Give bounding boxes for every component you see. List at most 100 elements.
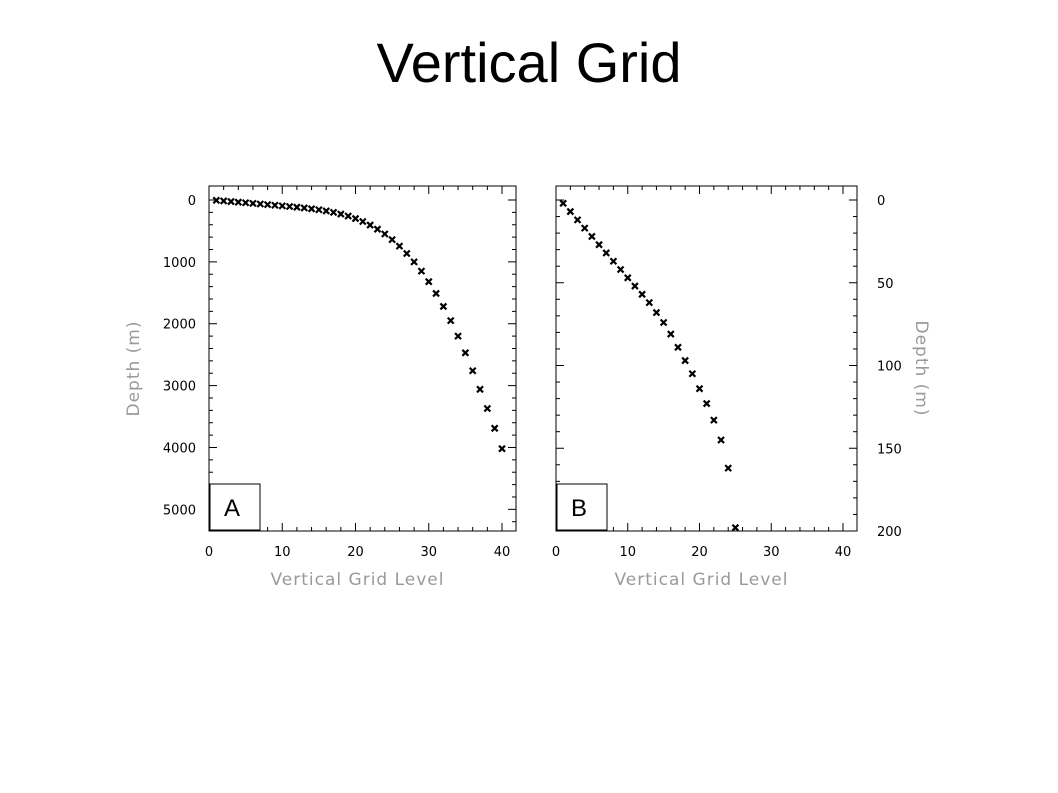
y-tick-label: 200 bbox=[877, 525, 902, 540]
data-point bbox=[227, 197, 235, 206]
data-point bbox=[344, 212, 352, 220]
data-point bbox=[724, 464, 732, 472]
data-point bbox=[373, 225, 382, 233]
y-tick-label: 5000 bbox=[163, 503, 196, 518]
data-point bbox=[329, 208, 338, 217]
data-point bbox=[616, 265, 625, 274]
x-tick-label: 40 bbox=[494, 545, 511, 560]
data-point bbox=[652, 308, 661, 317]
data-point bbox=[234, 198, 243, 206]
data-point bbox=[573, 216, 582, 224]
data-point bbox=[468, 366, 477, 375]
data-point bbox=[566, 207, 575, 216]
data-point bbox=[483, 404, 492, 413]
data-point bbox=[595, 240, 603, 249]
data-point bbox=[241, 199, 250, 207]
data-point bbox=[388, 235, 396, 244]
data-point bbox=[424, 277, 433, 286]
data-point bbox=[359, 217, 367, 226]
panel-label: B bbox=[571, 495, 587, 522]
y-axis-title: Depth (m) bbox=[124, 320, 144, 416]
data-point bbox=[293, 203, 301, 211]
x-axis-title: Vertical Grid Level bbox=[615, 570, 789, 590]
data-point bbox=[498, 444, 506, 453]
panel-label-box bbox=[209, 483, 261, 531]
data-point bbox=[490, 424, 499, 433]
data-point bbox=[559, 199, 567, 208]
data-point bbox=[688, 369, 697, 378]
data-point bbox=[410, 258, 418, 266]
y-tick-label: 0 bbox=[188, 194, 196, 209]
data-point bbox=[461, 349, 470, 357]
data-point bbox=[454, 332, 462, 340]
data-point bbox=[249, 199, 257, 208]
data-point bbox=[645, 298, 654, 307]
data-point bbox=[609, 257, 618, 266]
data-point bbox=[695, 384, 704, 393]
data-point bbox=[476, 385, 484, 394]
y-tick-label: 4000 bbox=[163, 441, 196, 456]
x-tick-label: 10 bbox=[274, 545, 291, 560]
x-tick-label: 0 bbox=[205, 545, 213, 560]
data-point bbox=[580, 224, 589, 232]
y-tick-label: 3000 bbox=[163, 380, 196, 395]
data-point bbox=[731, 523, 740, 532]
data-point bbox=[631, 282, 639, 290]
data-point bbox=[278, 202, 287, 210]
panel-a: 0 10 20 30 40 0 1000 2000 3000 4000 5000 Vertical G… bbox=[124, 185, 517, 590]
y-tick-label: 2000 bbox=[163, 318, 196, 333]
data-point bbox=[315, 205, 323, 214]
data-point bbox=[366, 221, 374, 229]
x-tick-label: 30 bbox=[763, 545, 780, 560]
data-point bbox=[667, 330, 675, 338]
slide-title: Vertical Grid bbox=[376, 31, 682, 94]
x-tick-label: 10 bbox=[619, 545, 636, 560]
x-tick-label: 20 bbox=[347, 545, 364, 560]
data-point bbox=[417, 267, 426, 275]
y-tick-label: 100 bbox=[877, 360, 902, 375]
data-point bbox=[710, 416, 718, 424]
data-point bbox=[638, 290, 646, 299]
data-point bbox=[256, 200, 265, 208]
data-point bbox=[307, 205, 316, 213]
y-axis-title: Depth (m) bbox=[911, 320, 931, 416]
y-tick-label: 0 bbox=[877, 194, 885, 209]
data-point bbox=[623, 274, 632, 282]
data-point bbox=[300, 204, 309, 212]
data-point bbox=[351, 214, 360, 223]
data-point bbox=[681, 356, 689, 365]
y-tick-label: 50 bbox=[877, 277, 894, 292]
data-point bbox=[337, 210, 345, 218]
x-axis-title: Vertical Grid Level bbox=[271, 570, 445, 590]
data-point bbox=[432, 289, 440, 298]
x-tick-label: 40 bbox=[835, 545, 852, 560]
data-point bbox=[263, 200, 272, 209]
data-point bbox=[717, 436, 725, 444]
data-point bbox=[285, 202, 294, 211]
plot-frame bbox=[208, 185, 517, 532]
data-point bbox=[322, 207, 330, 215]
y-tick-label: 150 bbox=[877, 442, 902, 457]
plot-frame bbox=[555, 185, 858, 532]
panel-label: A bbox=[224, 495, 240, 522]
data-point bbox=[659, 318, 668, 327]
data-point bbox=[588, 232, 596, 241]
x-tick-label: 20 bbox=[691, 545, 708, 560]
data-point bbox=[402, 249, 411, 258]
data-point bbox=[212, 196, 221, 205]
data-point bbox=[674, 343, 682, 352]
x-tick-label: 0 bbox=[552, 545, 560, 560]
data-point bbox=[702, 399, 711, 408]
data-point bbox=[439, 302, 448, 311]
data-point bbox=[446, 316, 455, 325]
data-point bbox=[602, 249, 611, 257]
data-point bbox=[271, 201, 279, 210]
y-tick-label: 1000 bbox=[163, 256, 196, 271]
panel-b: 0 10 20 30 40 0 50 100 150 200 Vertical Grid Level… bbox=[552, 185, 931, 590]
data-point bbox=[381, 230, 389, 238]
data-point bbox=[219, 197, 228, 205]
panel-label-box bbox=[556, 483, 608, 531]
data-point bbox=[395, 242, 404, 250]
x-tick-label: 30 bbox=[420, 545, 437, 560]
